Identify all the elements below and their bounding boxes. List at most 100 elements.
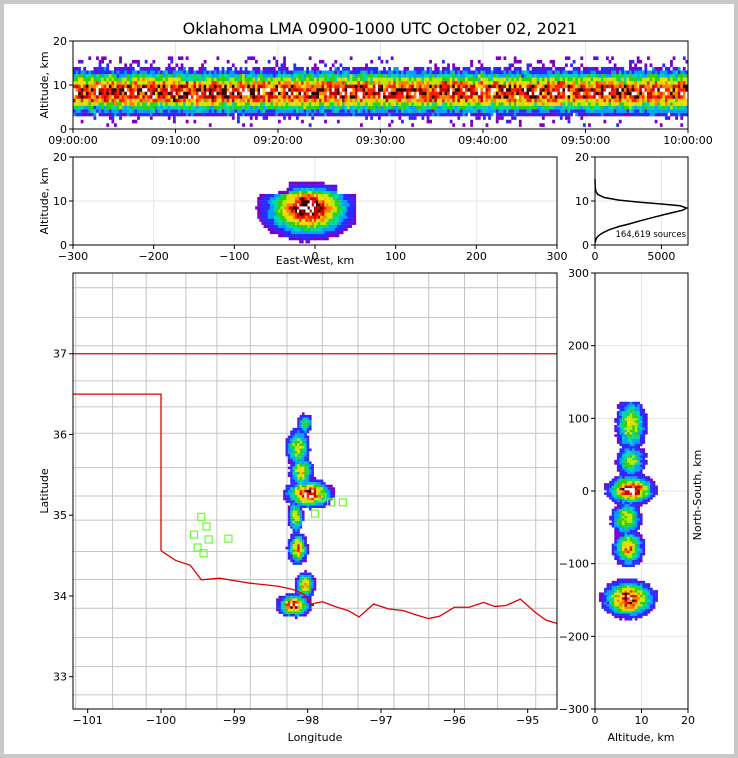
time-altitude-cell	[524, 74, 527, 78]
time-altitude-cell	[375, 81, 379, 85]
time-altitude-cell	[575, 105, 579, 110]
time-altitude-cell	[278, 112, 281, 117]
east-west-cell	[267, 221, 271, 225]
plan-view-cell	[299, 451, 303, 454]
time-altitude-cell	[429, 112, 432, 117]
time-altitude-cell	[577, 112, 581, 117]
time-altitude-cell	[508, 112, 512, 117]
time-altitude-cell	[129, 112, 133, 117]
time-altitude-cell	[111, 91, 115, 96]
plan-view-cell	[299, 502, 303, 506]
east-west-cell	[309, 234, 313, 238]
time-altitude-cell	[90, 81, 94, 85]
plan-view-cell	[301, 487, 305, 490]
time-altitude-cell	[124, 112, 128, 117]
plan-view-cell	[294, 515, 298, 519]
time-altitude-cell	[395, 102, 399, 106]
east-west-cell	[315, 200, 319, 204]
time-altitude-cell	[75, 74, 79, 78]
plan-view-cell	[292, 507, 296, 511]
plan-view-cell	[297, 476, 300, 480]
time-altitude-cell	[647, 95, 650, 99]
time-altitude-cell	[73, 70, 76, 75]
time-altitude-cell	[618, 95, 622, 99]
time-altitude-cell	[631, 102, 635, 106]
time-altitude-cell	[582, 88, 586, 92]
time-altitude-cell	[260, 91, 263, 96]
plan-view-cell	[299, 466, 303, 470]
east-west-cell	[349, 218, 352, 222]
time-altitude-cell	[508, 95, 512, 99]
east-west-cell	[267, 218, 271, 222]
time-altitude-cell	[426, 119, 430, 124]
time-altitude-cell	[121, 98, 125, 103]
east-west-cell	[288, 221, 292, 225]
east-west-cell	[282, 218, 285, 222]
east-west-cell	[294, 237, 298, 241]
east-west-axis-tick-label: −200	[139, 250, 169, 263]
time-altitude-cell	[188, 70, 192, 75]
plan-view-cell	[290, 502, 293, 506]
time-altitude-cell	[262, 95, 266, 99]
time-altitude-cell	[249, 88, 253, 92]
time-altitude-cell	[242, 105, 245, 110]
time-altitude-cell	[606, 109, 609, 113]
plan-view-cell	[287, 603, 291, 607]
time-altitude-cell	[682, 112, 686, 117]
plan-view-cell	[301, 492, 305, 496]
time-altitude-cell	[467, 77, 471, 82]
time-altitude-cell	[477, 74, 481, 78]
time-altitude-cell	[201, 81, 204, 85]
east-west-cell	[315, 209, 319, 213]
plan-view-cell	[294, 497, 298, 501]
time-altitude-cell	[157, 84, 161, 89]
time-altitude-cell	[493, 98, 497, 103]
time-altitude-cell	[590, 98, 594, 103]
time-altitude-cell	[124, 95, 128, 99]
time-altitude-cell	[216, 102, 220, 106]
time-altitude-cell	[149, 88, 153, 92]
east-west-cell	[318, 209, 321, 213]
plan-view-cell	[301, 533, 305, 537]
plan-view-cell	[306, 585, 310, 589]
east-west-cell	[278, 197, 281, 201]
east-west-cell	[271, 197, 275, 201]
time-altitude-cell	[234, 77, 238, 82]
time-altitude-cell	[395, 112, 399, 117]
time-altitude-cell	[126, 91, 130, 96]
time-altitude-cell	[621, 112, 625, 117]
time-altitude-cell	[106, 98, 110, 103]
time-altitude-cell	[403, 81, 407, 85]
time-altitude-cell	[459, 95, 463, 99]
time-altitude-cell	[675, 88, 678, 92]
time-altitude-cell	[216, 95, 220, 99]
time-altitude-cell	[513, 66, 517, 71]
time-altitude-cell	[103, 98, 107, 103]
east-west-cell	[324, 221, 327, 225]
time-altitude-cell	[339, 77, 343, 82]
time-altitude-cell	[216, 81, 220, 85]
plan-view-cell	[304, 456, 307, 459]
time-altitude-cell	[395, 109, 399, 113]
time-altitude-cell	[444, 109, 448, 113]
east-west-cell	[297, 227, 300, 232]
time-altitude-cell	[185, 91, 189, 96]
time-altitude-cell	[206, 98, 210, 103]
time-altitude-cell	[421, 81, 425, 85]
time-altitude-cell	[372, 95, 376, 99]
plan-view-cell	[287, 505, 291, 508]
time-altitude-cell	[685, 109, 689, 113]
time-altitude-cell	[362, 98, 366, 103]
time-altitude-cell	[652, 95, 655, 99]
plan-view-cell	[306, 595, 310, 599]
time-altitude-cell	[483, 88, 486, 92]
time-altitude-cell	[654, 109, 658, 113]
time-altitude-cell	[298, 88, 302, 92]
time-altitude-cell	[208, 105, 212, 110]
time-altitude-cell	[557, 109, 561, 113]
time-altitude-cell	[626, 109, 630, 113]
time-altitude-cell	[226, 95, 230, 99]
plan-view-cell	[306, 551, 310, 555]
time-altitude-cell	[231, 116, 235, 120]
time-altitude-cell	[623, 105, 627, 110]
